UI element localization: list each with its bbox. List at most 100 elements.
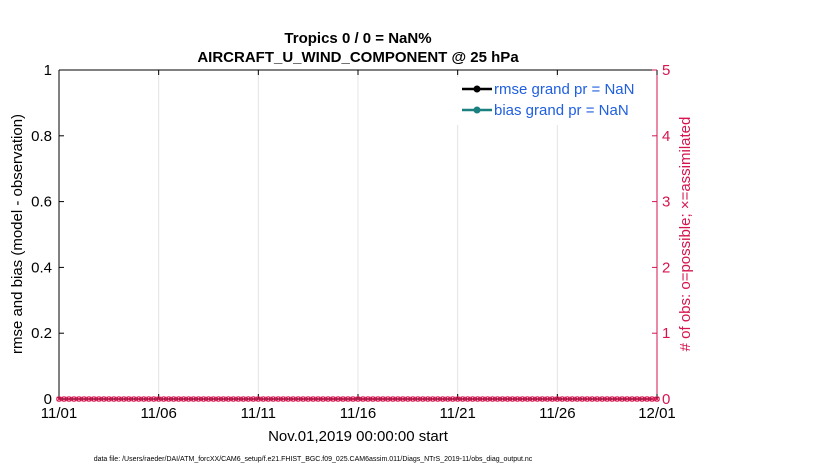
obs-assimilated-marker: [440, 396, 446, 402]
y-axis-label-right: # of obs: o=possible; ×=assimilated: [677, 117, 694, 352]
obs-assimilated-marker: [76, 396, 82, 402]
legend-bias-label: bias grand pr = NaN: [494, 102, 629, 119]
obs-assimilated-marker: [101, 396, 107, 402]
obs-assimilated-marker: [230, 396, 236, 402]
obs-assimilated-marker: [475, 396, 481, 402]
chart-title-line2: AIRCRAFT_U_WIND_COMPONENT @ 25 hPa: [197, 49, 519, 66]
obs-assimilated-marker: [111, 396, 117, 402]
obs-assimilated-marker: [614, 396, 620, 402]
obs-assimilated-marker: [255, 396, 261, 402]
obs-assimilated-marker: [509, 396, 516, 402]
obs-assimilated-marker: [574, 396, 580, 402]
obs-assimilated-marker: [320, 396, 326, 402]
y-right-tick-label: 3: [662, 194, 670, 211]
obs-assimilated-marker: [380, 396, 386, 402]
y-left-tick-label: 0: [44, 391, 52, 408]
obs-assimilated-marker: [604, 396, 610, 402]
x-axis-label: Nov.01,2019 00:00:00 start: [268, 428, 449, 445]
data-file-footnote: data file: /Users/raeder/DAI/ATM_forcXX/…: [94, 456, 533, 463]
obs-assimilated-marker: [240, 396, 246, 402]
obs-assimilated-marker: [405, 396, 411, 402]
obs-assimilated-marker: [375, 396, 381, 402]
obs-assimilated-marker: [260, 396, 266, 402]
y-left-tick-label: 1: [44, 62, 52, 79]
obs-assimilated-marker: [275, 396, 281, 402]
obs-assimilated-marker: [514, 396, 521, 402]
obs-assimilated-marker: [200, 396, 207, 402]
obs-assimilated-marker: [489, 396, 496, 402]
obs-assimilated-marker: [121, 396, 127, 402]
obs-assimilated-marker: [310, 396, 316, 402]
obs-assimilated-marker: [225, 396, 231, 402]
y-left-tick-label: 0.2: [31, 325, 52, 342]
obs-assimilated-marker: [365, 396, 371, 402]
x-tick-label: 11/26: [539, 405, 575, 422]
obs-assimilated-marker: [544, 396, 550, 402]
obs-assimilated-marker: [579, 396, 585, 402]
obs-assimilated-marker: [499, 396, 506, 402]
obs-assimilated-marker: [470, 396, 476, 402]
obs-assimilated-marker: [181, 396, 187, 402]
obs-assimilated-marker: [609, 396, 615, 402]
x-tick-label: 11/16: [340, 405, 376, 422]
obs-assimilated-marker: [624, 396, 630, 402]
obs-assimilated-marker: [649, 396, 655, 402]
obs-assimilated-marker: [146, 396, 152, 402]
obs-assimilated-marker: [195, 396, 202, 402]
obs-assimilated-marker: [390, 396, 396, 402]
y-left-tick-label: 0.6: [31, 194, 52, 211]
obs-assimilated-marker: [235, 396, 241, 402]
obs-assimilated-marker: [594, 396, 600, 402]
obs-assimilated-marker: [599, 396, 605, 402]
y-right-tick-label: 1: [662, 325, 670, 342]
x-tick-label: 11/11: [241, 405, 276, 422]
y-left-tick-label: 0.8: [31, 128, 52, 145]
obs-assimilated-marker: [91, 396, 97, 402]
obs-assimilated-marker: [360, 396, 366, 402]
obs-assimilated-marker: [345, 396, 351, 402]
legend-box: [455, 77, 651, 125]
y-axis-label-left: rmse and bias (model - observation): [9, 114, 26, 354]
obs-assimilated-marker: [305, 396, 311, 402]
obs-assimilated-marker: [400, 396, 406, 402]
obs-assimilated-marker: [186, 396, 192, 402]
legend-rmse-marker: [473, 85, 481, 93]
obs-assimilated-marker: [190, 396, 197, 402]
obs-assimilated-marker: [136, 396, 142, 402]
y-right-tick-label: 2: [662, 259, 670, 276]
obs-assimilated-marker: [141, 396, 147, 402]
x-tick-label: 12/01: [638, 405, 676, 422]
obs-assimilated-marker: [66, 396, 72, 402]
legend-bias-marker: [473, 106, 481, 114]
obs-assimilated-marker: [554, 396, 560, 402]
y-right-tick-label: 0: [662, 391, 670, 408]
obs-assimilated-marker: [56, 396, 62, 402]
x-tick-label: 11/06: [140, 405, 176, 422]
obs-assimilated-marker: [355, 396, 361, 402]
obs-assimilated-marker: [126, 396, 132, 402]
obs-assimilated-marker: [504, 396, 511, 402]
x-tick-label: 11/21: [439, 405, 475, 422]
obs-assimilated-marker: [205, 396, 212, 402]
obs-assimilated-marker: [71, 396, 77, 402]
obs-assimilated-marker: [171, 396, 177, 402]
obs-assimilated-marker: [370, 396, 376, 402]
obs-assimilated-marker: [131, 396, 137, 402]
obs-assimilated-marker: [156, 396, 162, 402]
obs-assimilated-marker: [524, 396, 530, 402]
obs-assimilated-marker: [450, 396, 456, 402]
obs-assimilated-marker: [485, 396, 491, 402]
y-right-tick-label: 5: [662, 62, 670, 79]
obs-assimilated-marker: [81, 396, 87, 402]
obs-assimilated-marker: [460, 396, 466, 402]
obs-assimilated-marker: [420, 396, 426, 402]
obs-assimilated-marker: [639, 396, 645, 402]
obs-assimilated-marker: [215, 396, 222, 402]
legend: rmse grand pr = NaN bias grand pr = NaN: [455, 77, 651, 125]
obs-assimilated-marker: [265, 396, 271, 402]
obs-assimilated-marker: [106, 396, 112, 402]
obs-assimilated-marker: [654, 396, 660, 402]
obs-assimilated-marker: [166, 396, 172, 402]
obs-assimilated-marker: [295, 396, 301, 402]
